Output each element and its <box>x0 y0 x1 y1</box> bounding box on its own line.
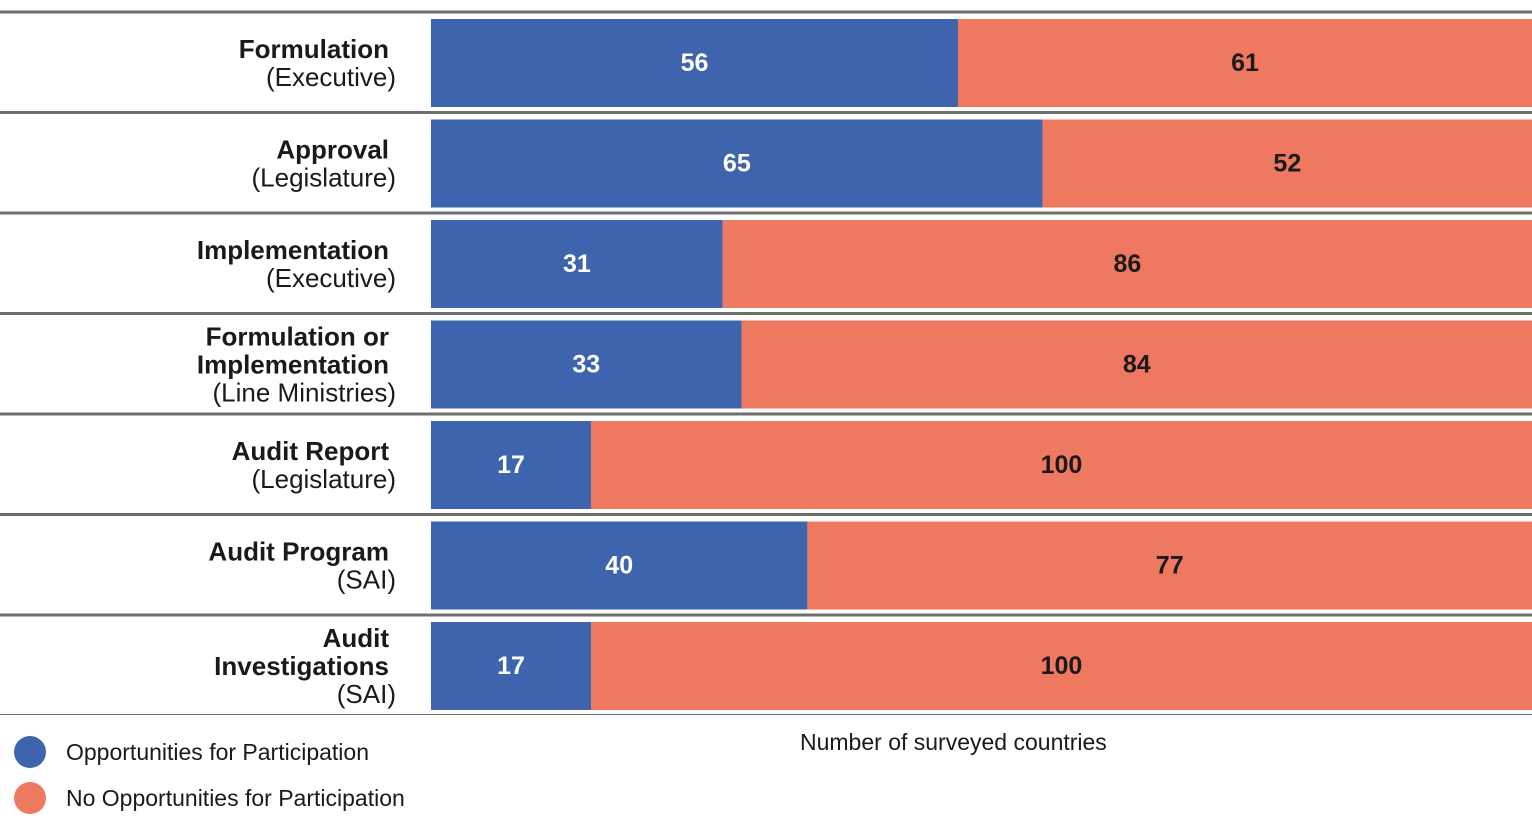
bar-no-opportunities <box>807 521 1532 610</box>
category-label: Approval <box>276 135 389 165</box>
legend-item-no-opportunities: No Opportunities for Participation <box>14 782 405 814</box>
category-label: Audit Program <box>208 537 389 567</box>
category-label: Formulation or <box>206 322 389 352</box>
row-separator <box>0 211 1532 215</box>
category-label: Audit Report <box>232 436 390 466</box>
data-label-no-opportunities: 84 <box>1123 351 1151 379</box>
category-sublabel: (Legislature) <box>251 464 396 494</box>
legend-label-no-opportunities: No Opportunities for Participation <box>66 784 405 811</box>
bar-opportunities <box>431 421 591 509</box>
category-sublabel: (Executive) <box>266 263 396 293</box>
bar-no-opportunities <box>1042 119 1532 208</box>
legend-swatch-opportunities <box>14 736 46 768</box>
category-sublabel: (Executive) <box>266 62 396 92</box>
bar-opportunities <box>431 119 1043 208</box>
row-separator <box>0 312 1532 315</box>
data-label-opportunities: 65 <box>723 150 751 178</box>
data-label-no-opportunities: 77 <box>1156 552 1184 580</box>
bar-opportunities <box>431 220 723 308</box>
row-separator <box>0 613 1532 617</box>
category-label: Investigations <box>214 651 389 681</box>
category-label: Implementation <box>197 235 389 265</box>
legend-label-opportunities: Opportunities for Participation <box>66 738 369 765</box>
row-separator <box>0 714 1532 715</box>
row-separator <box>0 412 1532 416</box>
bar-no-opportunities <box>722 220 1532 308</box>
category-label: Audit <box>323 623 390 653</box>
bar-opportunities <box>431 521 808 610</box>
data-label-no-opportunities: 86 <box>1113 250 1141 278</box>
data-label-opportunities: 40 <box>605 552 633 580</box>
data-label-no-opportunities: 100 <box>1041 451 1083 479</box>
data-label-opportunities: 33 <box>572 351 600 379</box>
bar-opportunities <box>431 19 958 107</box>
category-sublabel: (Legislature) <box>251 163 396 193</box>
bar-no-opportunities <box>590 622 1532 710</box>
bar-opportunities <box>431 622 591 710</box>
bar-no-opportunities <box>957 19 1532 107</box>
row-separator <box>0 513 1532 516</box>
data-label-no-opportunities: 100 <box>1041 652 1083 680</box>
bar-opportunities <box>431 320 742 409</box>
data-label-no-opportunities: 52 <box>1273 150 1301 178</box>
stacked-bar-chart: Formulation(Executive) 56 61Approval(Legis… <box>0 10 1532 715</box>
category-sublabel: (Line Ministries) <box>213 378 397 408</box>
row-separator <box>0 10 1532 14</box>
legend: Opportunities for Participation No Oppor… <box>14 736 405 828</box>
data-label-opportunities: 56 <box>681 49 709 77</box>
category-sublabel: (SAI) <box>337 679 396 709</box>
category-label: Formulation <box>239 34 389 64</box>
data-label-no-opportunities: 61 <box>1231 49 1259 77</box>
bar-no-opportunities <box>741 320 1532 409</box>
row-separator <box>0 111 1532 114</box>
data-label-opportunities: 17 <box>497 451 525 479</box>
x-axis-label: Number of surveyed countries <box>800 729 1107 755</box>
bar-no-opportunities <box>590 421 1532 509</box>
legend-swatch-no-opportunities <box>14 782 46 814</box>
legend-item-opportunities: Opportunities for Participation <box>14 736 405 768</box>
category-sublabel: (SAI) <box>337 565 396 595</box>
category-label: Implementation <box>197 350 389 380</box>
data-label-opportunities: 31 <box>563 250 591 278</box>
data-label-opportunities: 17 <box>497 652 525 680</box>
